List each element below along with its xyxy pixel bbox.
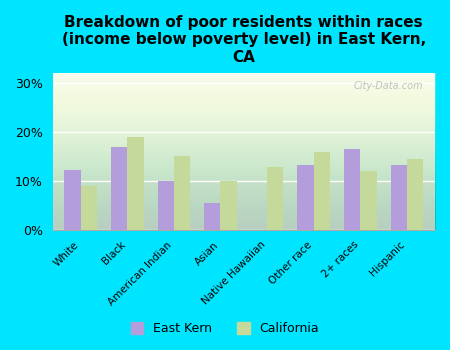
Text: City-Data.com: City-Data.com (354, 81, 423, 91)
Bar (81, 186, 97, 230)
Bar (111, 147, 127, 230)
Bar (391, 164, 407, 230)
Bar (314, 152, 330, 230)
Legend: East Kern, California: East Kern, California (126, 317, 324, 340)
Bar (344, 149, 360, 230)
Bar (127, 137, 144, 230)
Bar (64, 169, 81, 230)
Bar (220, 181, 237, 230)
Title: Breakdown of poor residents within races
(income below poverty level) in East Ke: Breakdown of poor residents within races… (62, 15, 426, 65)
Bar (204, 203, 220, 230)
Bar (267, 167, 284, 230)
Bar (360, 171, 377, 230)
Bar (174, 156, 190, 230)
Bar (158, 181, 174, 230)
Bar (407, 159, 423, 230)
Bar (297, 165, 314, 230)
